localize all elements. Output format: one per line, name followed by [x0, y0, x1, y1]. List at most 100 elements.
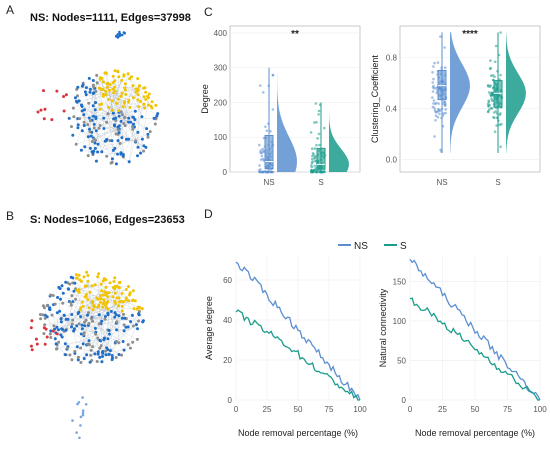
box-s [493, 80, 503, 108]
network-ns-node [107, 105, 111, 109]
network-s-node [69, 303, 73, 307]
network-s-node [137, 305, 141, 309]
network-s-node [51, 294, 55, 297]
network-ns-node [90, 140, 94, 143]
y-tick-label: 0 [223, 168, 228, 177]
y-axis-label: Average degree [204, 296, 214, 360]
network-s-node [136, 327, 139, 331]
scatter-point [432, 84, 435, 88]
legend-label-s: S [400, 241, 407, 252]
scatter-point [317, 109, 321, 113]
network-s-node [93, 305, 97, 309]
network-ns-node [80, 105, 84, 108]
x-tick-label: 0 [408, 405, 413, 414]
network-s-node [77, 401, 81, 404]
network-s-node [75, 345, 79, 349]
network-ns-node [79, 148, 83, 152]
network-ns-node [131, 84, 135, 88]
network-s-edge [78, 309, 138, 358]
network-ns-node [106, 82, 109, 86]
network-ns-node [94, 138, 98, 142]
network-ns-node [117, 109, 121, 113]
network-s-node [117, 341, 121, 345]
network-ns-node [83, 108, 86, 112]
significance-label: ** [291, 29, 299, 40]
network-s-node [80, 300, 84, 304]
network-ns-node [122, 122, 126, 125]
network-ns-node [36, 110, 40, 114]
network-s-node [117, 281, 121, 284]
x-tick-label: NS [436, 178, 447, 187]
network-ns-node [133, 109, 137, 113]
scatter-point [491, 74, 495, 77]
scatter-point [435, 91, 439, 95]
network-s-node [60, 327, 64, 331]
y-tick-label: 50 [397, 356, 406, 365]
network-s-node [82, 332, 86, 336]
network-s-node [108, 349, 112, 353]
network-s-node [68, 353, 72, 357]
network-ns-edge [125, 89, 157, 117]
network-s-node [112, 280, 116, 283]
network-s-node [70, 358, 74, 362]
network-ns-edge [93, 80, 110, 91]
network-s-node [59, 317, 63, 321]
network-s-node [47, 307, 51, 311]
network-ns-node [42, 89, 45, 93]
network-s-node [99, 344, 103, 348]
x-tick-label: 0 [234, 405, 239, 414]
network-s-edge [50, 287, 59, 296]
network-s-node [89, 353, 93, 357]
network-ns-node [94, 159, 98, 163]
scatter-point [495, 124, 498, 127]
network-s-node [99, 300, 102, 304]
network-ns-node [82, 120, 86, 124]
network-s-node [79, 415, 83, 419]
network-s-node [70, 313, 74, 316]
network-ns-node [95, 73, 99, 77]
network-s-node [100, 360, 104, 364]
network-s-node [98, 346, 102, 350]
network-s-node [77, 290, 81, 294]
network-s-node [79, 346, 83, 350]
network-s-node [91, 308, 95, 312]
network-s-node [126, 325, 130, 329]
network-ns-node [131, 125, 134, 129]
network-ns-node [152, 116, 156, 120]
network-s-node [137, 319, 141, 323]
network-s-node [101, 350, 105, 354]
network-s-node [84, 403, 88, 406]
x-tick-label: 75 [503, 405, 512, 414]
scatter-point [259, 149, 263, 152]
network-ns-node [93, 141, 97, 145]
scatter-point [490, 91, 493, 95]
network-ns-node [117, 131, 121, 135]
network-s-node [49, 336, 53, 339]
network-s-node [90, 284, 94, 288]
network-s-node [76, 402, 79, 406]
network-ns-node [74, 142, 78, 146]
series-line-s [235, 309, 360, 401]
y-tick-label: 100 [393, 317, 407, 326]
network-s-node [117, 296, 121, 300]
network-ns-node [142, 95, 146, 99]
scatter-point [265, 129, 269, 132]
network-s-node [74, 297, 78, 301]
network-s-node [53, 302, 57, 306]
network-s-node [51, 329, 55, 333]
network-s-node [62, 313, 66, 317]
y-tick-label: 400 [214, 29, 228, 38]
network-ns-node [147, 92, 151, 96]
network-s-node [81, 411, 85, 415]
network-ns-node [98, 107, 102, 111]
network-ns-node [111, 148, 115, 152]
network-s-node [104, 353, 108, 357]
network-ns-node [146, 94, 149, 98]
network-ns-edge [135, 104, 149, 112]
network-ns-edge [124, 90, 139, 118]
network-s-node [52, 324, 56, 328]
scatter-point [433, 61, 436, 65]
network-ns-node [106, 112, 110, 116]
network-ns-node [83, 90, 87, 94]
network-s-node [104, 285, 108, 289]
